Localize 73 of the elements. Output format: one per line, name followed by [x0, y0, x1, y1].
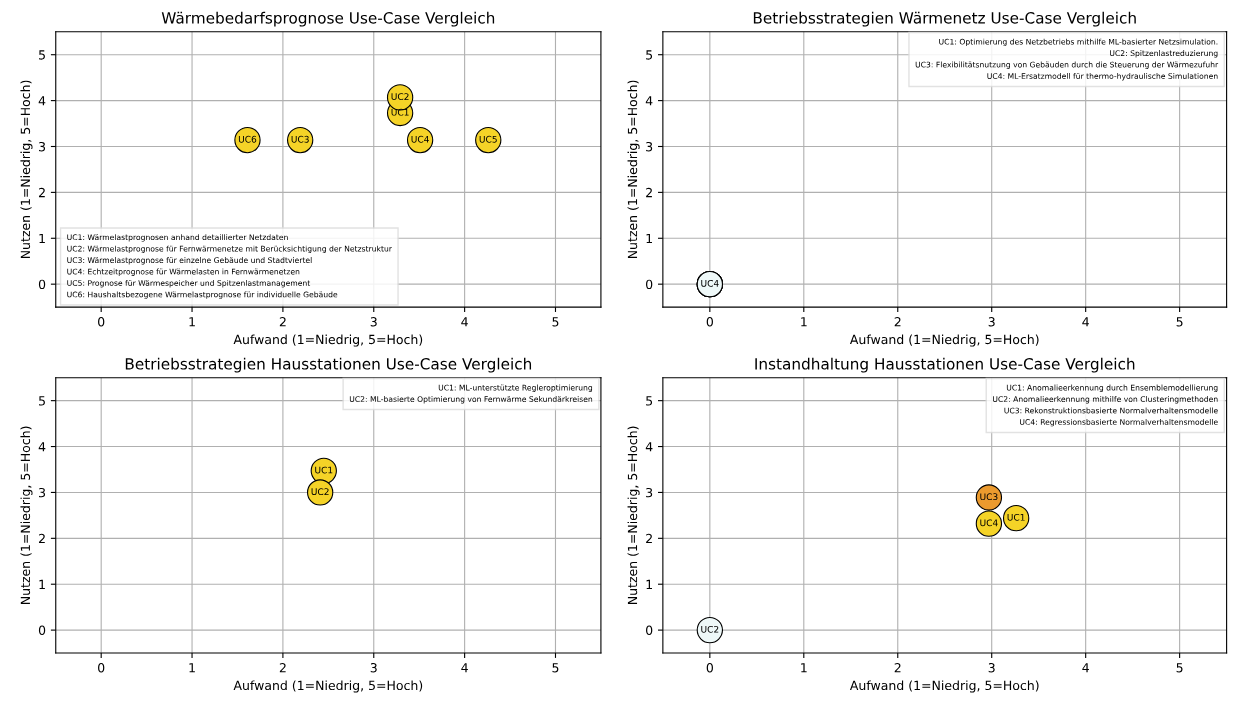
y-tick-label: 4	[38, 442, 46, 452]
y-tick-label: 5	[39, 50, 45, 60]
chart-title: Wärmebedarfsprognose Use-Case Vergleich	[161, 11, 495, 27]
x-tick-label: 4	[1082, 663, 1089, 673]
x-tick-label: 3	[988, 662, 995, 673]
y-tick-label: 0	[38, 279, 46, 290]
x-tick-label: 2	[894, 662, 901, 673]
y-tick-label: 5	[39, 396, 45, 406]
x-tick-label: 1	[189, 317, 195, 327]
y-tick-label: 1	[39, 579, 45, 589]
series-label: UC2	[701, 625, 719, 633]
y-tick-label: 2	[646, 187, 652, 198]
series-label: UC1	[391, 108, 409, 116]
x-tick-label: 2	[894, 317, 901, 327]
x-tick-label: 5	[1176, 663, 1183, 673]
series-label: UC3	[980, 493, 998, 501]
x-tick-label: 1	[801, 663, 807, 673]
y-axis-title: Nutzen (1=Niedrig, 5=Hoch)	[627, 426, 640, 605]
series-label: UC2	[391, 93, 409, 101]
y-tick-label: 0	[38, 625, 46, 636]
x-tick-label: 0	[706, 317, 713, 327]
x-tick-label: 3	[370, 317, 377, 327]
series-label: UC4	[980, 519, 998, 527]
series-label: UC2	[311, 488, 329, 496]
y-axis-title: Nutzen (1=Niedrig, 5=Hoch)	[20, 426, 33, 605]
x-axis-title: Aufwand (1=Niedrig, 5=Hoch)	[233, 334, 423, 347]
y-tick-label: 0	[646, 279, 653, 290]
y-tick-label: 1	[646, 233, 652, 244]
x-tick-label: 5	[552, 317, 559, 327]
chart-title: Instandhaltung Hausstationen Use-Case Vergleich	[755, 357, 1135, 373]
x-tick-label: 0	[98, 662, 105, 673]
y-tick-label: 3	[646, 141, 653, 152]
x-tick-label: 5	[1176, 317, 1183, 327]
series-label: UC5	[479, 135, 497, 143]
y-tick-label: 4	[38, 96, 46, 106]
series-label: UC4	[701, 279, 719, 287]
y-tick-label: 5	[646, 50, 653, 60]
y-tick-label: 1	[39, 233, 45, 244]
x-tick-label: 3	[988, 317, 995, 327]
x-tick-label: 5	[552, 663, 559, 673]
x-tick-label: 4	[461, 317, 468, 327]
x-tick-label: 3	[370, 662, 377, 673]
chart-title: Betriebsstrategien Hausstationen Use-Case Vergleich	[125, 357, 532, 373]
x-tick-label: 1	[801, 317, 807, 327]
series-label: UC1	[315, 466, 333, 474]
y-tick-label: 0	[646, 625, 653, 636]
x-tick-label: 4	[461, 663, 468, 673]
y-axis-title: Nutzen (1=Niedrig, 5=Hoch)	[627, 80, 640, 259]
y-tick-label: 4	[645, 442, 653, 452]
x-axis-title: Aufwand (1=Niedrig, 5=Hoch)	[849, 334, 1039, 347]
series-label: UC4	[411, 135, 429, 143]
x-tick-label: 4	[1082, 317, 1089, 327]
series-label: UC6	[238, 135, 257, 143]
y-tick-label: 2	[39, 187, 45, 198]
series-label: UC1	[1007, 513, 1025, 521]
y-tick-label: 5	[646, 396, 653, 406]
x-tick-label: 0	[706, 662, 713, 673]
y-tick-label: 1	[646, 579, 652, 589]
y-tick-label: 3	[646, 487, 653, 498]
x-tick-label: 1	[189, 663, 195, 673]
x-tick-label: 2	[279, 662, 286, 673]
x-axis-title: Aufwand (1=Niedrig, 5=Hoch)	[849, 680, 1039, 693]
y-tick-label: 2	[39, 533, 45, 544]
y-tick-label: 3	[39, 487, 46, 498]
x-axis-title: Aufwand (1=Niedrig, 5=Hoch)	[233, 680, 423, 693]
y-tick-label: 4	[645, 96, 653, 106]
x-tick-label: 2	[279, 317, 286, 327]
y-axis-title: Nutzen (1=Niedrig, 5=Hoch)	[20, 80, 33, 259]
y-tick-label: 2	[646, 533, 652, 544]
chart-title: Betriebsstrategien Wärmenetz Use-Case Vergleich	[753, 11, 1136, 27]
x-tick-label: 0	[98, 317, 105, 327]
series-label: UC3	[291, 135, 309, 143]
y-tick-label: 3	[39, 141, 46, 152]
